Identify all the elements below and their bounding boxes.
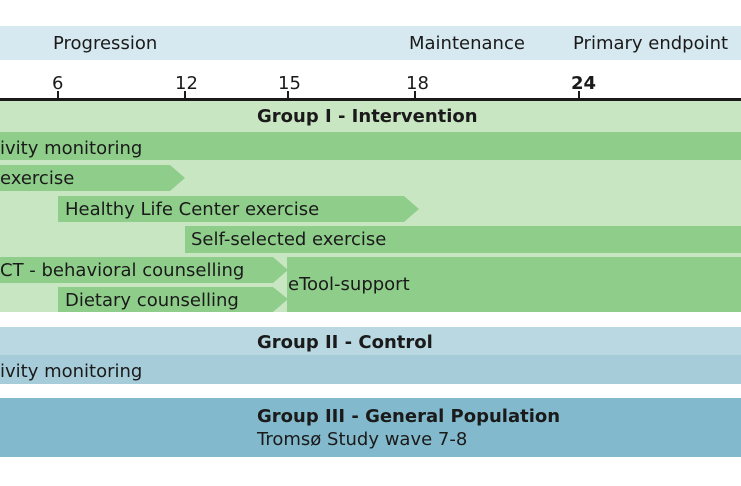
group2-activity-bar	[0, 355, 741, 384]
group1-bars	[0, 132, 741, 312]
etool-support-label: eTool-support	[288, 274, 410, 295]
act-counselling-bar	[0, 257, 288, 283]
phase-progression-label: Progression	[53, 33, 158, 54]
timeline-axis	[0, 98, 741, 101]
exercise-bar	[0, 165, 185, 191]
tick-label-24: 24	[571, 73, 597, 94]
phase-band	[0, 26, 741, 60]
healthy-life-center-bar	[58, 196, 419, 222]
etool-support-bar	[287, 257, 741, 312]
group3-title: Group III - General Population	[257, 406, 561, 427]
group3-panel	[0, 398, 741, 457]
tick-label-18: 18	[406, 73, 429, 94]
tick-mark	[414, 91, 416, 98]
self-selected-exercise-label: Self-selected exercise	[191, 229, 387, 250]
tick-label-12: 12	[175, 73, 198, 94]
dietary-counselling-label: Dietary counselling	[65, 290, 239, 311]
group1-title: Group I - Intervention	[257, 106, 478, 127]
tick-label-6: 6	[52, 73, 64, 94]
activity-monitoring-bar	[0, 132, 741, 160]
self-selected-exercise-bar	[185, 226, 741, 253]
exercise-label: exercise	[0, 168, 75, 189]
healthy-life-center-label: Healthy Life Center exercise	[65, 199, 320, 220]
tick-mark	[287, 91, 289, 98]
group2-title: Group II - Control	[257, 332, 433, 353]
phase-maintenance-label: Maintenance	[409, 33, 525, 54]
phase-endpoint-label: Primary endpoint	[573, 33, 729, 54]
tick-mark	[57, 91, 59, 98]
act-counselling-label: CT - behavioral counselling	[0, 260, 245, 281]
group2-activity-label: ivity monitoring	[0, 361, 143, 382]
activity-monitoring-label: ivity monitoring	[0, 138, 143, 159]
group3-subtitle: Tromsø Study wave 7-8	[257, 429, 468, 450]
tick-label-15: 15	[278, 73, 301, 94]
tick-mark	[184, 91, 186, 98]
tick-mark	[578, 91, 580, 98]
dietary-counselling-bar	[58, 287, 288, 312]
